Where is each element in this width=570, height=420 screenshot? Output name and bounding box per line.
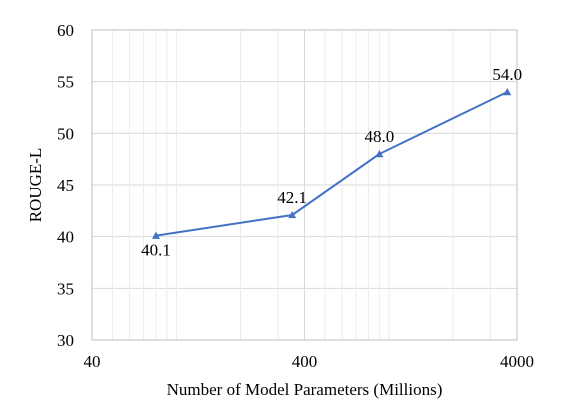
x-tick-label: 40 — [84, 352, 101, 371]
y-tick-label: 35 — [57, 279, 74, 298]
y-axis-ticks: 30 35 40 45 50 55 60 — [57, 21, 74, 350]
y-tick-label: 45 — [57, 176, 74, 195]
y-axis-label: ROUGE-L — [26, 148, 45, 223]
data-label: 42.1 — [277, 188, 307, 207]
series — [151, 88, 512, 239]
data-labels: 40.1 42.1 48.0 54.0 — [141, 65, 522, 260]
data-label: 40.1 — [141, 241, 171, 260]
data-label: 54.0 — [492, 65, 522, 84]
x-axis-ticks: 40 400 4000 — [84, 352, 535, 371]
y-tick-label: 40 — [57, 228, 74, 247]
data-point-marker — [503, 88, 512, 96]
y-tick-label: 30 — [57, 331, 74, 350]
x-tick-label: 400 — [292, 352, 318, 371]
y-tick-label: 50 — [57, 124, 74, 143]
data-point-marker — [375, 150, 384, 158]
y-tick-label: 55 — [57, 73, 74, 92]
data-point-marker — [288, 210, 297, 219]
grid — [91, 29, 518, 341]
series-line — [155, 91, 508, 237]
x-axis-label: Number of Model Parameters (Millions) — [167, 380, 443, 399]
y-tick-label: 60 — [57, 21, 74, 40]
data-point-marker — [151, 231, 160, 239]
x-tick-label: 4000 — [500, 352, 534, 371]
data-label: 48.0 — [364, 127, 394, 146]
plot-frame — [91, 29, 518, 341]
